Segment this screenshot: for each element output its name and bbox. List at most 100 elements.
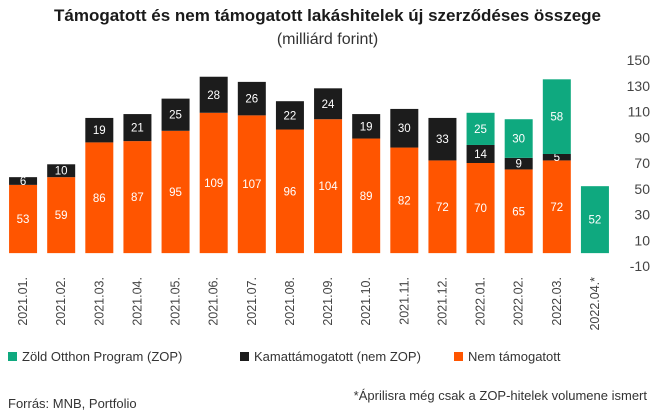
- bar-segment-zop: [504, 119, 533, 158]
- x-tick-label: 2021.09.: [321, 277, 335, 326]
- data-label-nem: 65: [512, 206, 525, 218]
- source-text: Forrás: MNB, Portfolio: [8, 396, 137, 411]
- bar-segment-kamat: [390, 108, 419, 148]
- x-tick-label: 2022.04.*: [588, 277, 602, 331]
- x-tick-label: 2021.11.: [397, 277, 411, 325]
- x-tick-label: 2022.01.: [474, 277, 488, 326]
- bar-segment-zop: [580, 186, 609, 254]
- data-label-kamat: 21: [131, 123, 144, 135]
- bar-segment-nem: [314, 119, 343, 254]
- x-tick-label: 2021.04.: [130, 277, 144, 326]
- bar-segment-zop: [542, 79, 571, 154]
- bar-segment-kamat: [428, 117, 457, 161]
- legend-item-zop: Zöld Otthon Program (ZOP): [8, 349, 182, 364]
- legend-swatch-nem: [454, 352, 463, 361]
- data-label-kamat: 14: [474, 149, 487, 161]
- bar-segment-kamat: [542, 153, 571, 161]
- data-label-kamat: 6: [20, 176, 26, 188]
- data-label-kamat: 19: [93, 125, 106, 137]
- legend-label-zop: Zöld Otthon Program (ZOP): [22, 349, 183, 364]
- bar-segment-zop: [466, 112, 495, 145]
- y-tick-label: 150: [627, 52, 651, 68]
- x-tick-label: 2021.02.: [54, 277, 68, 326]
- data-label-zop: 25: [474, 124, 487, 136]
- x-tick-label: 2022.02.: [512, 277, 526, 326]
- y-tick-label: 30: [634, 207, 650, 223]
- bar-segment-kamat: [161, 98, 190, 131]
- data-label-kamat: 19: [360, 121, 373, 133]
- legend-item-nem: Nem támogatott: [454, 349, 561, 364]
- bar-segment-nem: [542, 160, 571, 254]
- data-label-kamat: 25: [169, 110, 182, 122]
- bar-segment-kamat: [199, 76, 228, 113]
- bar-segment-nem: [352, 138, 381, 254]
- bar-segment-kamat: [47, 164, 76, 178]
- data-label-kamat: 26: [245, 94, 258, 106]
- data-label-nem: 82: [398, 195, 411, 207]
- data-label-nem: 107: [242, 179, 261, 191]
- data-label-nem: 53: [17, 214, 30, 226]
- bar-segment-kamat: [237, 81, 266, 116]
- x-tick-label: 2021.03.: [92, 277, 106, 326]
- data-label-zop: 30: [512, 134, 525, 146]
- x-tick-label: 2021.08.: [283, 277, 297, 326]
- x-tick-label: 2021.07.: [245, 277, 259, 326]
- bar-segment-kamat: [9, 177, 38, 185]
- bar-segment-nem: [47, 177, 76, 254]
- bar-segment-kamat: [504, 157, 533, 170]
- data-label-kamat: 9: [515, 159, 521, 171]
- data-label-nem: 89: [360, 191, 373, 203]
- y-tick-label: 70: [634, 155, 650, 171]
- y-tick-label: 110: [628, 104, 651, 120]
- x-tick-label: 2021.12.: [435, 277, 449, 326]
- bar-segment-nem: [161, 130, 190, 254]
- x-tick-label: 2021.05.: [169, 277, 183, 326]
- bar-segment-kamat: [275, 101, 304, 130]
- y-tick-label: 10: [634, 232, 650, 248]
- bar-segment-kamat: [314, 88, 343, 120]
- data-label-nem: 95: [169, 187, 182, 199]
- x-tick-label: 2021.01.: [16, 277, 30, 326]
- data-label-nem: 109: [204, 178, 223, 190]
- y-tick-label: 50: [634, 181, 650, 197]
- y-tick-label: 90: [634, 129, 650, 145]
- bar-segment-nem: [428, 160, 457, 254]
- bar-segment-kamat: [466, 144, 495, 163]
- data-label-nem: 72: [436, 202, 449, 214]
- data-label-kamat: 5: [554, 152, 560, 164]
- data-label-nem: 86: [93, 193, 106, 205]
- chart-title: Támogatott és nem támogatott lakáshitele…: [54, 6, 601, 25]
- footnote-text: *Áprilisra még csak a ZOP-hitelek volume…: [353, 388, 647, 403]
- data-label-kamat: 28: [207, 90, 220, 102]
- data-label-zop: 58: [550, 112, 563, 124]
- bar-segment-kamat: [352, 114, 381, 139]
- legend-item-kamat: Kamattámogatott (nem ZOP): [240, 349, 421, 364]
- data-label-nem: 72: [550, 202, 563, 214]
- bar-segment-nem: [466, 163, 495, 254]
- data-label-nem: 70: [474, 203, 487, 215]
- data-label-kamat: 10: [55, 166, 68, 178]
- data-label-nem: 104: [318, 181, 338, 193]
- y-tick-label: -10: [630, 258, 650, 274]
- data-label-nem: 87: [131, 192, 144, 204]
- bar-segment-nem: [275, 129, 304, 254]
- bar-segment-nem: [9, 184, 38, 254]
- bar-segment-nem: [237, 115, 266, 254]
- data-label-kamat: 33: [436, 134, 449, 146]
- data-label-kamat: 30: [398, 123, 411, 135]
- bar-segment-nem: [199, 112, 228, 254]
- legend-label-nem: Nem támogatott: [468, 349, 561, 364]
- data-label-nem: 59: [55, 210, 68, 222]
- data-label-kamat: 22: [284, 110, 297, 122]
- data-label-zop: 52: [589, 215, 602, 227]
- bar-segment-nem: [123, 141, 152, 254]
- bar-segment-kamat: [123, 114, 152, 142]
- data-label-kamat: 24: [322, 99, 335, 111]
- legend-label-kamat: Kamattámogatott (nem ZOP): [254, 349, 421, 364]
- bar-segment-nem: [85, 142, 114, 254]
- y-tick-label: 130: [627, 78, 651, 94]
- legend-swatch-kamat: [240, 352, 249, 361]
- bar-segment-nem: [504, 169, 533, 254]
- x-tick-label: 2022.03.: [550, 277, 564, 326]
